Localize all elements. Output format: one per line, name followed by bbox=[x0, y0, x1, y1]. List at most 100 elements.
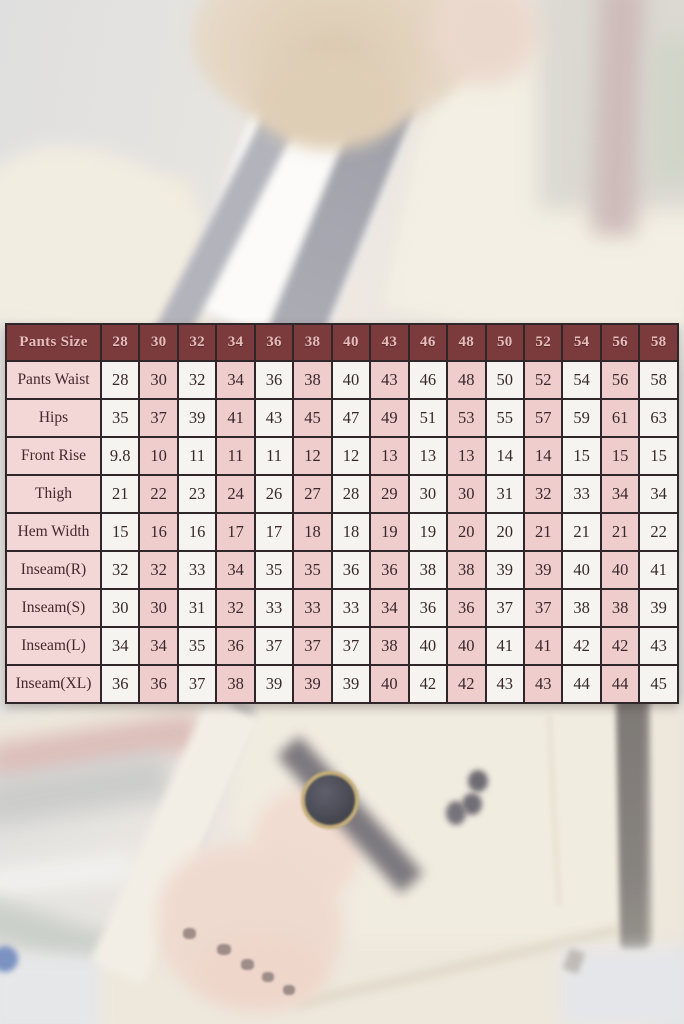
cell-hem-width-50: 20 bbox=[484, 512, 525, 552]
cell-front-rise-38: 12 bbox=[292, 436, 333, 476]
cell-inseam-r-38: 35 bbox=[292, 550, 333, 590]
cell-pants-waist-36: 36 bbox=[253, 360, 295, 400]
cell-hips-48: 53 bbox=[446, 398, 487, 438]
cell-hips-54: 59 bbox=[561, 398, 602, 438]
table-row-hips: Hips 35 37 39 41 43 45 47 49 51 53 55 57 59 61 63 bbox=[5, 398, 679, 438]
photo-blue-smudge bbox=[0, 946, 18, 972]
cell-hem-width-48: 20 bbox=[446, 512, 487, 552]
cell-thigh-30: 22 bbox=[138, 474, 179, 514]
table-row-inseam-r: Inseam(R) 32 32 33 34 35 35 36 36 38 38 39 39 40 40 41 bbox=[5, 550, 679, 590]
cell-pants-waist-50: 50 bbox=[484, 360, 525, 400]
photo-cuff-button-3 bbox=[446, 801, 466, 825]
cell-front-rise-56: 15 bbox=[599, 436, 641, 476]
table-row-front-rise: Front Rise 9.8 10 11 11 11 12 12 13 13 13 14 14 15 15 1… bbox=[5, 436, 679, 476]
cell-inseam-l-30: 34 bbox=[138, 626, 179, 666]
cell-inseam-r-34: 34 bbox=[215, 550, 256, 590]
cell-hips-36: 43 bbox=[253, 398, 295, 438]
cell-inseam-xl-46: 42 bbox=[407, 664, 449, 704]
cell-thigh-58: 34 bbox=[638, 474, 679, 514]
cell-inseam-l-48: 40 bbox=[446, 626, 487, 666]
cell-inseam-s-52: 37 bbox=[522, 588, 564, 628]
cell-inseam-xl-56: 44 bbox=[599, 664, 641, 704]
table-row-inseam-s: Inseam(S) 30 30 31 32 33 33 33 34 36 36 37 37 38 38 39 bbox=[5, 588, 679, 628]
cell-hips-34: 41 bbox=[215, 398, 256, 438]
table-header: Pants Size 28 30 32 34 36 38 40 43 46 48 50 52 54 56 58 bbox=[5, 323, 679, 362]
header-cell-size-56: 56 bbox=[599, 323, 641, 362]
cell-inseam-l-56: 42 bbox=[599, 626, 641, 666]
cell-hips-30: 37 bbox=[138, 398, 179, 438]
cell-pants-waist-38: 38 bbox=[292, 360, 333, 400]
cell-hips-38: 45 bbox=[292, 398, 333, 438]
cell-inseam-s-56: 38 bbox=[599, 588, 641, 628]
cell-inseam-l-46: 40 bbox=[407, 626, 449, 666]
cell-front-rise-30: 10 bbox=[138, 436, 179, 476]
cell-thigh-43: 29 bbox=[369, 474, 410, 514]
table-row-inseam-l: Inseam(L) 34 34 35 36 37 37 37 38 40 40 41 41 42 42 43 bbox=[5, 626, 679, 666]
cell-pants-waist-52: 52 bbox=[522, 360, 564, 400]
cell-hem-width-43: 19 bbox=[369, 512, 410, 552]
cell-inseam-s-48: 36 bbox=[446, 588, 487, 628]
cell-hips-50: 55 bbox=[484, 398, 525, 438]
cell-thigh-50: 31 bbox=[484, 474, 525, 514]
cell-inseam-r-28: 32 bbox=[99, 550, 141, 590]
cell-inseam-xl-50: 43 bbox=[484, 664, 525, 704]
cell-hips-58: 63 bbox=[638, 398, 679, 438]
cell-front-rise-54: 15 bbox=[561, 436, 602, 476]
cell-thigh-54: 33 bbox=[561, 474, 602, 514]
header-cell-size-50: 50 bbox=[484, 323, 525, 362]
cell-pants-waist-28: 28 bbox=[99, 360, 141, 400]
cell-inseam-xl-28: 36 bbox=[99, 664, 141, 704]
cell-inseam-l-34: 36 bbox=[215, 626, 256, 666]
cell-inseam-r-30: 32 bbox=[138, 550, 179, 590]
cell-thigh-34: 24 bbox=[215, 474, 256, 514]
cell-inseam-xl-30: 36 bbox=[138, 664, 179, 704]
cell-inseam-s-43: 34 bbox=[369, 588, 410, 628]
cell-pants-waist-43: 43 bbox=[369, 360, 410, 400]
cell-inseam-r-52: 39 bbox=[522, 550, 564, 590]
row-label-front-rise: Front Rise bbox=[5, 436, 102, 476]
cell-inseam-xl-58: 45 bbox=[638, 664, 679, 704]
cell-hem-width-58: 22 bbox=[638, 512, 679, 552]
cell-inseam-r-48: 38 bbox=[446, 550, 487, 590]
cell-pants-waist-46: 46 bbox=[407, 360, 449, 400]
cell-inseam-r-50: 39 bbox=[484, 550, 525, 590]
header-cell-size-46: 46 bbox=[407, 323, 449, 362]
cell-front-rise-46: 13 bbox=[407, 436, 449, 476]
cell-inseam-xl-40: 39 bbox=[330, 664, 372, 704]
cell-front-rise-40: 12 bbox=[330, 436, 372, 476]
cell-pants-waist-30: 30 bbox=[138, 360, 179, 400]
cell-hem-width-36: 17 bbox=[253, 512, 295, 552]
cell-hips-52: 57 bbox=[522, 398, 564, 438]
cell-thigh-56: 34 bbox=[599, 474, 641, 514]
table-row-thigh: Thigh 21 22 23 24 26 27 28 29 30 30 31 32 33 34 34 bbox=[5, 474, 679, 514]
row-label-inseam-r: Inseam(R) bbox=[5, 550, 102, 590]
cell-hem-width-54: 21 bbox=[561, 512, 602, 552]
photo-knuckle-tattoo-5 bbox=[283, 985, 295, 995]
cell-inseam-s-36: 33 bbox=[253, 588, 295, 628]
cell-front-rise-48: 13 bbox=[446, 436, 487, 476]
cell-inseam-xl-34: 38 bbox=[215, 664, 256, 704]
row-label-pants-waist: Pants Waist bbox=[5, 360, 102, 400]
cell-front-rise-52: 14 bbox=[522, 436, 564, 476]
cell-inseam-r-36: 35 bbox=[253, 550, 295, 590]
cell-hem-width-28: 15 bbox=[99, 512, 141, 552]
cell-hips-32: 39 bbox=[176, 398, 218, 438]
header-cell-size-54: 54 bbox=[561, 323, 602, 362]
cell-pants-waist-48: 48 bbox=[446, 360, 487, 400]
header-cell-size-30: 30 bbox=[138, 323, 179, 362]
cell-inseam-s-32: 31 bbox=[176, 588, 218, 628]
header-cell-size-48: 48 bbox=[446, 323, 487, 362]
cell-inseam-l-38: 37 bbox=[292, 626, 333, 666]
cell-front-rise-32: 11 bbox=[176, 436, 218, 476]
cell-inseam-s-38: 33 bbox=[292, 588, 333, 628]
cell-hips-43: 49 bbox=[369, 398, 410, 438]
cell-pants-waist-34: 34 bbox=[215, 360, 256, 400]
table-body: Pants Waist 28 30 32 34 36 38 40 43 46 48 50 52 54 56 5… bbox=[5, 360, 679, 704]
cell-thigh-48: 30 bbox=[446, 474, 487, 514]
cell-inseam-l-43: 38 bbox=[369, 626, 410, 666]
cell-pants-waist-56: 56 bbox=[599, 360, 641, 400]
cell-thigh-40: 28 bbox=[330, 474, 372, 514]
header-cell-size-32: 32 bbox=[176, 323, 218, 362]
cell-inseam-s-30: 30 bbox=[138, 588, 179, 628]
